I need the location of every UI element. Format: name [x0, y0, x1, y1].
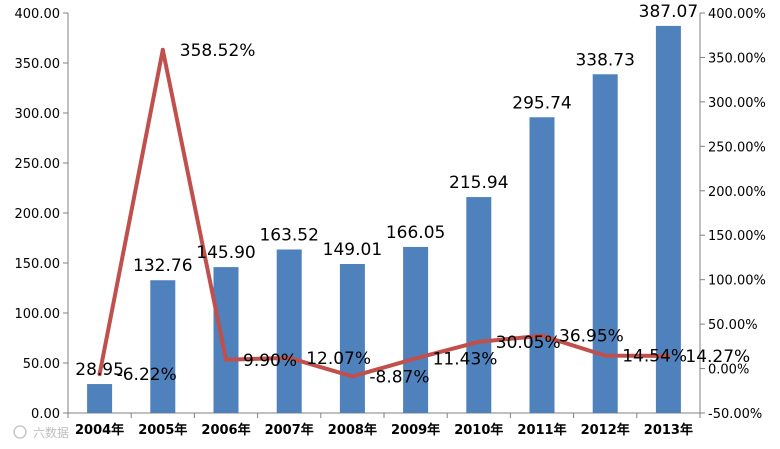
- right-tick-label: 0.00%: [708, 363, 749, 378]
- left-tick-label: 250.00: [15, 157, 61, 172]
- growth-value-label: 358.52%: [180, 41, 256, 61]
- x-tick-label: 2011年: [517, 422, 566, 438]
- x-tick-label: 2013年: [644, 422, 693, 438]
- left-tick-label: 300.00: [15, 107, 61, 122]
- right-tick-label: 100.00%: [708, 274, 766, 289]
- bar-value-label: 338.73: [575, 50, 634, 70]
- bar-value-label: 132.76: [133, 256, 192, 276]
- bar: [466, 197, 492, 413]
- x-tick-label: 2005年: [138, 422, 187, 438]
- bar-value-label: 163.52: [259, 225, 318, 245]
- x-tick-label: 2012年: [581, 422, 630, 438]
- bar: [150, 280, 176, 413]
- right-tick-label: -50.00%: [708, 407, 762, 422]
- bar: [87, 384, 113, 413]
- right-tick-label: 300.00%: [708, 96, 766, 111]
- right-tick-label: 50.00%: [708, 318, 758, 333]
- axes: 0.00 50.00 100.00 150.00 200.00 250.00 300.00 3…: [15, 7, 766, 438]
- bar: [339, 263, 365, 413]
- growth-point: [160, 47, 165, 52]
- growth-line-path: [97, 47, 671, 379]
- left-tick-label: 0.00: [31, 407, 60, 422]
- growth-value-label: -6.22%: [117, 365, 177, 385]
- bar-value-label: 166.05: [386, 223, 445, 243]
- left-tick-label: 400.00: [15, 7, 61, 22]
- growth-value-label: 14.27%: [685, 347, 750, 367]
- x-tick-label: 2010年: [454, 422, 503, 438]
- growth-value-label: 30.05%: [496, 333, 561, 353]
- left-tick-label: 200.00: [15, 207, 61, 222]
- left-tick-label: 350.00: [15, 57, 61, 72]
- growth-point: [603, 353, 608, 358]
- right-tick-label: 400.00%: [708, 7, 766, 22]
- growth-point: [666, 353, 671, 358]
- bar-value-label: 145.90: [196, 243, 255, 263]
- growth-point: [350, 374, 355, 379]
- bar: [213, 267, 239, 413]
- bars: [87, 25, 681, 414]
- right-tick-label: 250.00%: [708, 140, 766, 155]
- growth-value-label: 14.54%: [622, 347, 687, 367]
- growth-value-label: 36.95%: [559, 327, 624, 347]
- growth-value-label: 11.43%: [433, 349, 498, 369]
- growth-point: [97, 372, 102, 377]
- x-tick-label: 2007年: [265, 422, 314, 438]
- bar: [276, 249, 302, 413]
- bar: [655, 25, 681, 414]
- growth-value-label: 12.07%: [306, 349, 371, 369]
- left-tick-label: 50.00: [23, 357, 60, 372]
- bar: [403, 246, 429, 413]
- bar: [529, 117, 555, 413]
- left-tick-label: 150.00: [15, 257, 61, 272]
- growth-line: [97, 47, 671, 379]
- x-tick-label: 2008年: [328, 422, 377, 438]
- growth-point: [287, 355, 292, 360]
- growth-value-label: 9.90%: [243, 351, 297, 371]
- growth-point: [540, 333, 544, 338]
- bar: [592, 74, 618, 414]
- growth-point: [476, 339, 481, 344]
- right-tick-label: 200.00%: [708, 185, 766, 200]
- right-tick-label: 150.00%: [708, 229, 766, 244]
- bar-value-label: 149.01: [323, 240, 382, 260]
- bar-value-label: 295.74: [512, 93, 571, 113]
- left-tick-label: 100.00: [15, 307, 61, 322]
- growth-value-label: -8.87%: [369, 367, 429, 387]
- watermark: 六数据: [13, 425, 69, 440]
- growth-point: [224, 357, 228, 362]
- x-tick-label: 2004年: [75, 422, 124, 438]
- right-tick-label: 350.00%: [708, 51, 766, 66]
- bar-value-label: 215.94: [449, 173, 508, 193]
- bar-value-label: 387.07: [639, 2, 698, 22]
- x-tick-label: 2009年: [391, 422, 440, 438]
- bar-value-label: 28.95: [75, 360, 124, 380]
- growth-point: [413, 356, 418, 361]
- x-tick-label: 2006年: [201, 422, 250, 438]
- watermark-logo-icon: [13, 425, 27, 439]
- watermark-text: 六数据: [33, 425, 69, 440]
